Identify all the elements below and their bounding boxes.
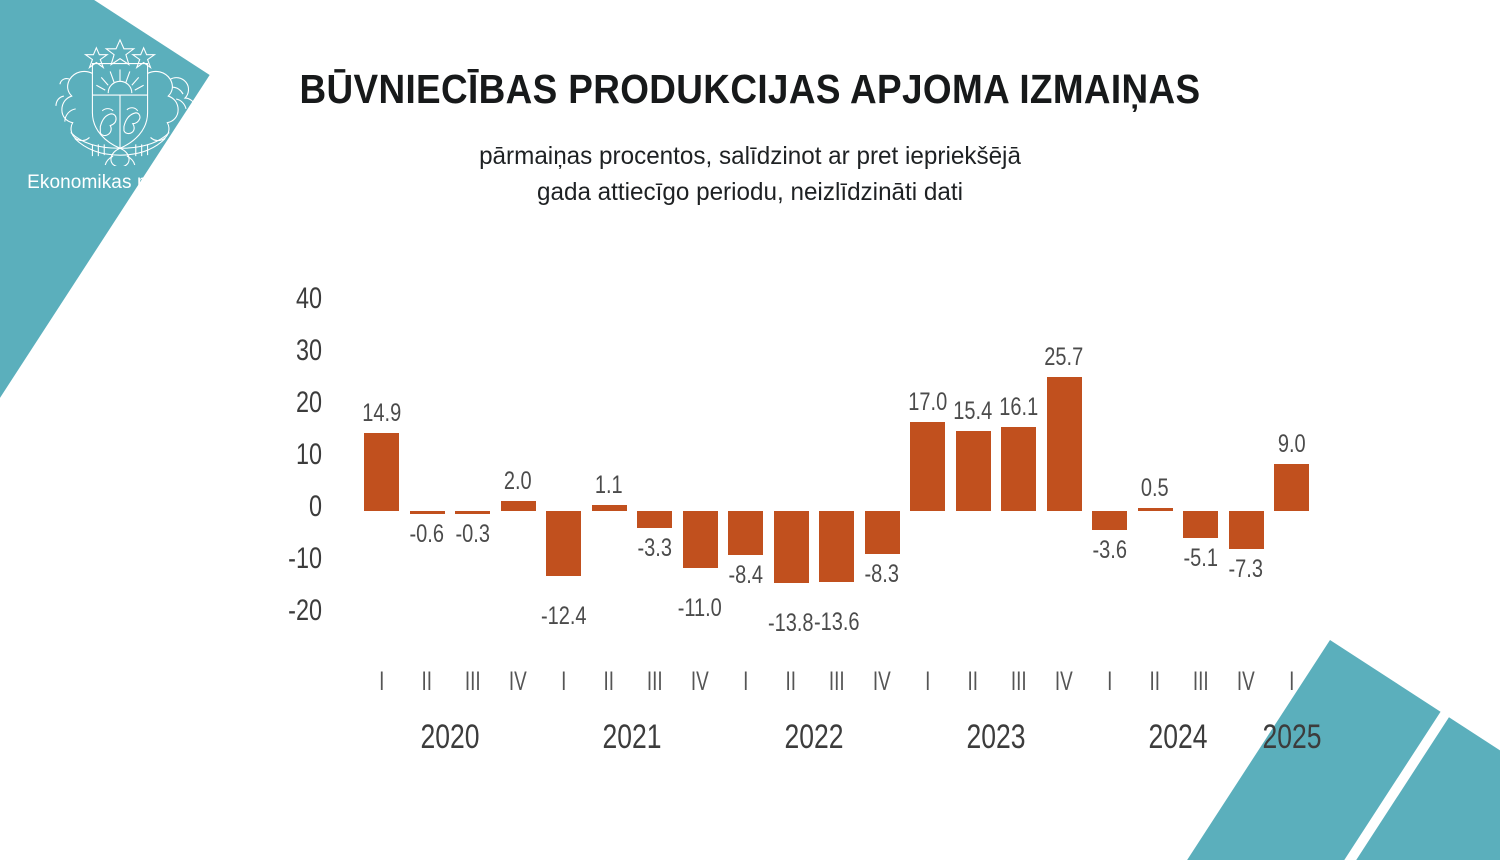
bar-value-label: -8.3 (864, 560, 900, 589)
bar[interactable] (546, 511, 581, 576)
x-axis-quarter-label: IV (873, 666, 891, 696)
x-axis-quarter-label: II (967, 666, 979, 696)
bar-value-label: 15.4 (953, 396, 993, 425)
x-axis-quarter-label: III (1192, 666, 1209, 696)
page-subtitle: pārmaiņas procentos, salīdzinot ar pret … (23, 139, 1478, 210)
bar-value-label: 1.1 (595, 471, 623, 500)
x-axis-quarter-label: II (421, 666, 433, 696)
bar-value-label: 9.0 (1277, 430, 1306, 459)
x-axis-quarter-label: IV (1237, 666, 1255, 696)
bar-value-label: -5.1 (1183, 543, 1218, 572)
bar-value-label: 17.0 (908, 388, 947, 417)
x-axis-year-label: 2022 (784, 718, 844, 756)
x-axis-quarter-label: III (828, 666, 845, 696)
page-title: BŪVNIECĪBAS PRODUKCIJAS APJOMA IZMAIŅAS (299, 66, 1201, 112)
x-axis-quarter-label: I (560, 666, 567, 696)
x-axis-quarter-label: I (378, 666, 385, 696)
y-axis-tick-label: 40 (295, 281, 322, 315)
subtitle-line-1: pārmaiņas procentos, salīdzinot ar pret … (479, 142, 1021, 170)
x-axis-quarter-label: III (464, 666, 481, 696)
bar[interactable] (500, 500, 536, 511)
x-axis-year-label: 2024 (1148, 718, 1208, 756)
x-axis-quarter-label: I (1106, 666, 1113, 696)
bar[interactable] (364, 433, 399, 511)
x-axis-year-label: 2023 (966, 718, 1026, 756)
bar[interactable] (1183, 511, 1218, 538)
latvia-coat-of-arms-icon (55, 38, 197, 166)
x-axis-year-label: 2020 (420, 718, 480, 756)
bar[interactable] (637, 511, 672, 529)
x-axis-quarter-label: I (924, 666, 931, 696)
bar-value-label: 14.9 (362, 399, 401, 428)
bar[interactable] (682, 511, 718, 569)
x-axis-quarter-label: IV (1055, 666, 1073, 696)
bar[interactable] (773, 511, 809, 583)
bar-value-label: -3.6 (1092, 535, 1127, 564)
bar[interactable] (728, 511, 763, 555)
bar-value-label: 16.1 (999, 393, 1038, 422)
bar-value-label: -3.3 (637, 534, 672, 563)
bar-value-label: 2.0 (504, 466, 532, 495)
bar-value-label: -12.4 (540, 601, 587, 630)
bar[interactable] (864, 511, 900, 555)
x-axis-quarter-label: II (1149, 666, 1161, 696)
bar[interactable] (819, 511, 854, 582)
x-axis-year-label: 2021 (602, 718, 662, 756)
bar-value-label: -13.8 (768, 608, 814, 637)
bar-value-label: -11.0 (677, 594, 723, 623)
bar-value-label: -0.3 (455, 520, 490, 548)
x-axis-quarter-label: II (603, 666, 615, 696)
branding-block: Ekonomikas ministrija (14, 34, 226, 194)
y-axis-tick-label: 0 (308, 490, 322, 523)
bar-value-label: 0.5 (1141, 474, 1169, 502)
bar[interactable] (1274, 464, 1309, 511)
bar[interactable] (910, 422, 945, 511)
x-axis-quarter-label: I (742, 666, 749, 696)
y-axis-tick-label: -20 (288, 594, 322, 628)
x-axis-quarter-label: III (646, 666, 663, 696)
bar[interactable] (591, 505, 627, 511)
y-axis-tick-label: -10 (288, 542, 322, 576)
bar-value-label: -8.4 (728, 560, 763, 589)
x-axis-quarter-label: III (1010, 666, 1027, 696)
x-axis-year-label: 2025 (1261, 718, 1321, 756)
bar-value-label: 25.7 (1044, 343, 1084, 372)
bar[interactable] (1046, 377, 1082, 511)
x-axis-quarter-label: IV (691, 666, 709, 696)
bar[interactable] (1092, 511, 1127, 530)
bar[interactable] (955, 430, 991, 511)
bar[interactable] (1001, 427, 1036, 511)
bar[interactable] (1228, 511, 1264, 550)
x-axis-quarter-label: IV (509, 666, 527, 696)
subtitle-line-2: gada attiecīgo periodu, neizlīdzināti da… (536, 177, 964, 206)
bar-value-label: -7.3 (1228, 555, 1264, 584)
bar-value-label: -13.6 (813, 607, 860, 636)
y-axis-tick-label: 20 (295, 385, 322, 419)
bar[interactable] (1137, 508, 1173, 511)
y-axis-tick-label: 10 (295, 437, 322, 471)
bar[interactable] (409, 511, 445, 515)
bar[interactable] (455, 511, 490, 514)
organization-label: Ekonomikas ministrija (27, 172, 213, 193)
bar-value-label: -0.6 (409, 520, 445, 549)
x-axis-quarter-label: II (785, 666, 797, 696)
x-axis-quarter-label: I (1288, 666, 1295, 696)
y-axis-tick-label: 30 (295, 333, 322, 367)
